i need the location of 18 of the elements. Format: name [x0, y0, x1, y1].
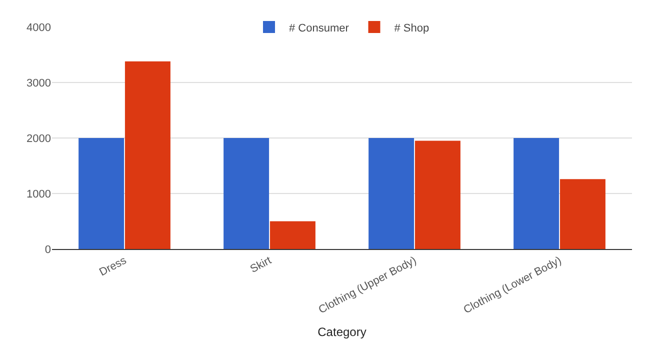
y-tick-label: 3000 [26, 77, 51, 90]
y-tick-label: 2000 [26, 132, 51, 145]
x-tick-label: Skirt [248, 254, 274, 276]
bar [270, 221, 316, 249]
bar [514, 138, 560, 249]
y-tick-label: 1000 [26, 188, 51, 200]
bar [124, 61, 170, 249]
bar [560, 179, 606, 249]
y-tick-label: 0 [44, 244, 51, 256]
legend-label: # Consumer [289, 22, 350, 34]
x-tick-label: Dress [97, 254, 129, 279]
x-axis-title: Category [318, 325, 366, 340]
bar [224, 138, 270, 249]
bar [368, 138, 414, 249]
y-tick-label: 4000 [26, 22, 51, 34]
bar [414, 140, 460, 249]
bar [78, 138, 124, 249]
legend-label: # Shop [394, 22, 430, 34]
